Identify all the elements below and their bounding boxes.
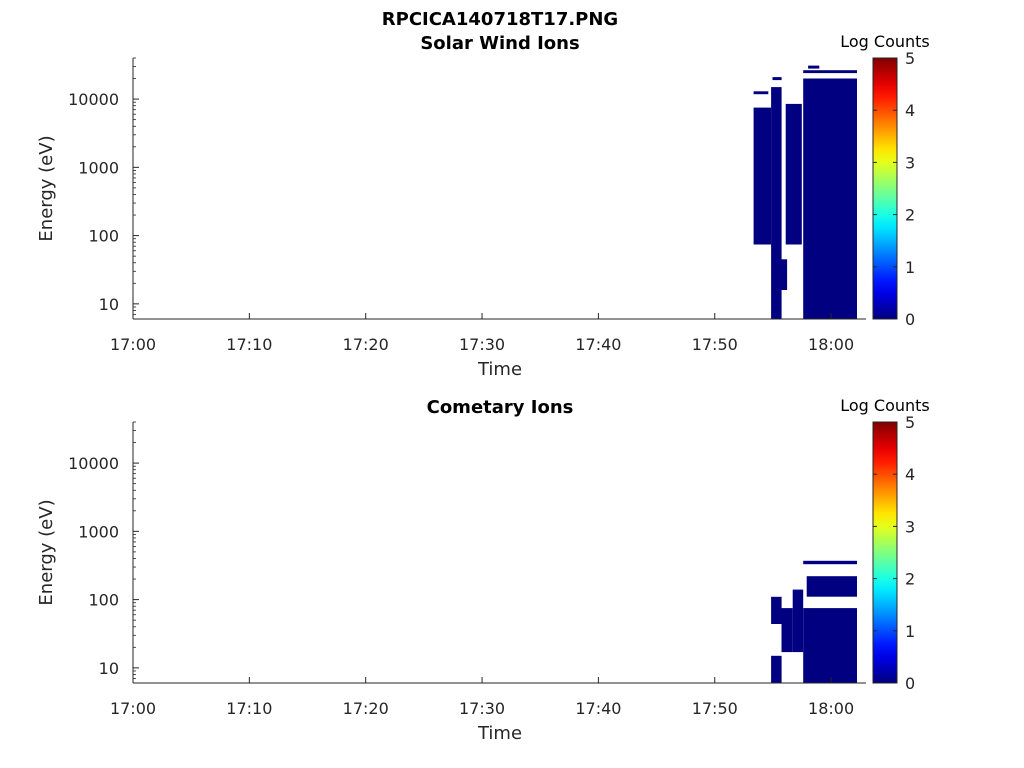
colorbar-label: Log Counts <box>840 396 930 415</box>
x-tick-label: 17:40 <box>575 699 621 718</box>
y-tick-label: 10 <box>99 659 119 678</box>
colorbar-tick-label: 1 <box>905 258 915 277</box>
x-tick-label: 18:00 <box>808 335 854 354</box>
y-tick-label: 10 <box>99 295 119 314</box>
heatmap-cells <box>771 560 857 683</box>
y-tick-label: 1000 <box>78 158 119 177</box>
colorbar-tick-label: 0 <box>905 674 915 693</box>
figure-title: RPCICA140718T17.PNG <box>382 9 618 30</box>
colorbar-tick-label: 2 <box>905 206 915 225</box>
colorbar-tick-label: 5 <box>905 413 915 432</box>
x-tick-label: 17:10 <box>226 699 272 718</box>
panel-cometary-ions: Cometary Ions 17:00 17:10 17:20 17:30 17:40 17… <box>36 396 930 744</box>
x-tick-label: 17:20 <box>343 335 389 354</box>
colorbar-tick-label: 3 <box>905 153 915 172</box>
x-axis-label: Time <box>477 359 522 380</box>
x-tick-label: 17:20 <box>343 699 389 718</box>
x-tick-label: 17:50 <box>692 699 738 718</box>
heatmap-cell <box>781 608 793 653</box>
colorbar <box>872 57 898 320</box>
x-axis-label: Time <box>477 723 522 744</box>
heatmap-cell <box>771 596 782 624</box>
colorbar-tick-label: 4 <box>905 101 915 120</box>
colorbar-tick-label: 3 <box>905 517 915 536</box>
heatmap-cell <box>803 608 857 683</box>
colorbar-tick-label: 0 <box>905 310 915 329</box>
x-tick-label: 17:00 <box>110 699 156 718</box>
heatmap-cell <box>753 91 769 95</box>
panel-title: Cometary Ions <box>427 397 574 418</box>
y-tick-label: 100 <box>88 227 119 246</box>
y-axis-label: Energy (eV) <box>36 135 57 241</box>
y-axis-label: Energy (eV) <box>36 499 57 605</box>
heatmap-cells <box>753 65 857 319</box>
panel-title: Solar Wind Ions <box>420 33 579 54</box>
panel-solar-wind-ions: Solar Wind Ions 17:00 17:10 17:20 17:30 17:40… <box>36 32 930 380</box>
x-tick-label: 17:40 <box>575 335 621 354</box>
y-tick-label: 100 <box>88 591 119 610</box>
x-tick-label: 18:00 <box>808 699 854 718</box>
y-tick-label: 1000 <box>78 522 119 541</box>
heatmap-cell <box>785 103 802 245</box>
heatmap-cell <box>806 576 857 597</box>
heatmap-cell <box>753 107 772 245</box>
heatmap-cell <box>808 65 820 69</box>
heatmap-cell <box>771 655 782 683</box>
x-tick-label: 17:30 <box>459 699 505 718</box>
heatmap-cell <box>803 560 857 565</box>
colorbar-tick-label: 1 <box>905 622 915 641</box>
colorbar-tick-label: 2 <box>905 570 915 589</box>
y-tick-label: 10000 <box>68 90 119 109</box>
x-tick-label: 17:00 <box>110 335 156 354</box>
heatmap-cell <box>772 77 782 81</box>
heatmap-cell <box>781 259 788 290</box>
colorbar <box>872 421 898 684</box>
heatmap-cell <box>792 589 804 653</box>
x-tick-label: 17:50 <box>692 335 738 354</box>
y-tick-label: 10000 <box>68 454 119 473</box>
colorbar-label: Log Counts <box>840 32 930 51</box>
x-tick-label: 17:10 <box>226 335 272 354</box>
heatmap-cell <box>803 78 857 319</box>
x-tick-label: 17:30 <box>459 335 505 354</box>
colorbar-tick-label: 5 <box>905 49 915 68</box>
heatmap-cell <box>771 87 782 319</box>
colorbar-tick-label: 4 <box>905 465 915 484</box>
heatmap-cell <box>803 70 857 74</box>
